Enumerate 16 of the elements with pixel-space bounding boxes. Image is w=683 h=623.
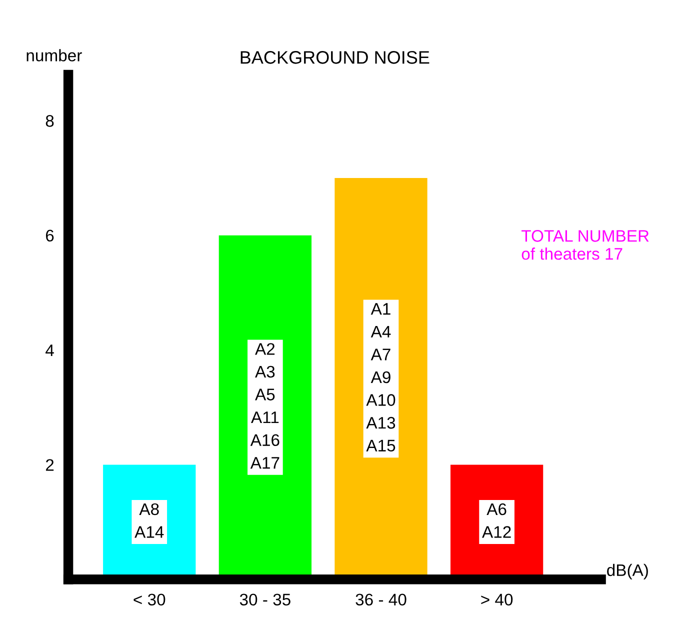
x-tick-label: 30 - 35 xyxy=(240,594,290,606)
annotation: TOTAL NUMBER of theaters 17 xyxy=(522,230,649,260)
x-tick-label: 36 - 40 xyxy=(356,594,406,606)
chart-title: BACKGROUND NOISE xyxy=(240,51,430,64)
annotation: A6 A12 xyxy=(482,503,511,538)
y-tick-label: 8 xyxy=(46,115,54,127)
annotation: A8 A14 xyxy=(134,503,164,538)
x-tick-label: < 30 xyxy=(134,594,166,606)
x-tick-label: > 40 xyxy=(481,594,513,606)
y-tick-label: 4 xyxy=(46,344,54,356)
y-tick-label: 2 xyxy=(46,459,54,471)
annotation: A2 A3 A5 A11 A16 A17 xyxy=(250,343,280,469)
y-tick-label: 6 xyxy=(46,230,54,242)
x-axis-title: dB(A) xyxy=(607,564,648,580)
annotation: A1 A4 A7 A9 A10 A13 A15 xyxy=(366,303,396,452)
y-axis-title: number xyxy=(26,49,82,62)
